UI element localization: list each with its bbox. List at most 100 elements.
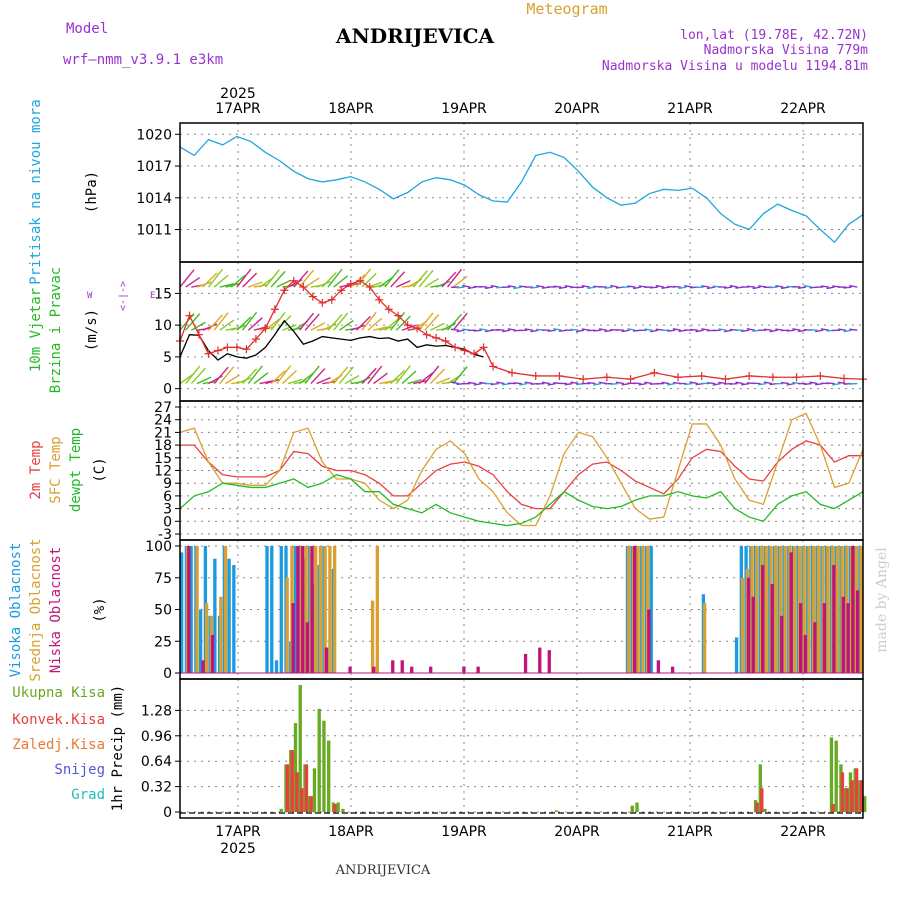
legend-konvek: Konvek.Kisa xyxy=(12,712,105,728)
y-tick-label: 0 xyxy=(163,666,172,682)
wind-arrow xyxy=(564,382,573,386)
bar xyxy=(201,660,205,673)
wind-arrow xyxy=(758,382,767,386)
wind-arrow xyxy=(418,269,434,288)
wind-arrow xyxy=(837,381,847,385)
wind-arrow xyxy=(196,281,212,288)
wind-arrow xyxy=(373,326,388,331)
y-tick-label: 25 xyxy=(154,634,172,650)
wind-arrow xyxy=(450,328,459,331)
wind-title-line2: Brzina i Pravac xyxy=(48,267,64,393)
y-tick-label: 5 xyxy=(163,350,172,366)
bar xyxy=(317,708,321,812)
bar xyxy=(780,615,784,673)
wind-arrow xyxy=(689,328,699,331)
wind-arrow xyxy=(496,328,505,331)
bottom-day-labels: 17APR 18APR 19APR 20APR 21APR 22APR xyxy=(215,824,826,840)
wind-arrow xyxy=(202,272,218,288)
wind-arrow xyxy=(723,329,733,333)
wind-arrow xyxy=(587,286,596,290)
panel-0: 1011 1014 1017 1020 xyxy=(136,122,864,263)
footer-station: ANDRIJEVICA xyxy=(335,863,431,878)
bar xyxy=(840,772,845,812)
wind-arrow xyxy=(247,317,263,331)
wind-arrow xyxy=(367,365,383,385)
bar xyxy=(279,546,283,673)
bar xyxy=(850,780,854,812)
y-tick-label: 27 xyxy=(154,400,172,416)
wind-arrow xyxy=(282,324,297,331)
bar xyxy=(523,653,528,673)
wind-arrow xyxy=(581,285,590,288)
top-day-label: 20APR xyxy=(554,101,600,117)
bar xyxy=(778,546,783,673)
bottom-day-label: 17APR xyxy=(215,824,261,840)
wind-arrow xyxy=(684,284,693,288)
wind-arrow xyxy=(706,286,716,290)
bar xyxy=(831,804,835,812)
gust-point xyxy=(251,335,260,344)
precip-axis-title: 1hr Precip (mm) xyxy=(110,685,126,811)
wind-arrow xyxy=(746,328,755,331)
gust-point xyxy=(479,343,488,352)
compass-east: E xyxy=(150,291,155,301)
bar xyxy=(763,808,767,812)
bar xyxy=(755,802,759,812)
pressure-unit: (hPa) xyxy=(84,171,100,213)
wind-arrow xyxy=(593,329,602,332)
wind-arrow xyxy=(843,329,852,333)
bar xyxy=(635,802,639,812)
bar xyxy=(300,546,305,673)
wind-arrow xyxy=(276,365,292,384)
gust-point xyxy=(674,373,683,382)
bar xyxy=(829,737,834,812)
wind-arrow xyxy=(310,322,326,331)
wind-arrow xyxy=(729,284,738,288)
bar xyxy=(314,546,318,673)
bar xyxy=(304,546,308,673)
gust-point xyxy=(232,343,241,352)
temp-title-sfc: SFC Temp xyxy=(48,436,64,503)
legend-zaledj: Zaledj.Kisa xyxy=(12,737,105,753)
wind-arrow xyxy=(815,329,824,333)
y-tick-label: 50 xyxy=(154,603,172,619)
y-tick-label: 1017 xyxy=(136,159,172,175)
bar xyxy=(647,609,651,673)
bar xyxy=(291,603,295,673)
wind-arrow xyxy=(467,286,477,290)
wind-arrow xyxy=(536,284,545,288)
wind-arrow xyxy=(242,368,258,385)
y-tick-label: 10 xyxy=(154,318,172,334)
wind-arrow xyxy=(456,329,465,333)
wind-arrow xyxy=(356,376,371,385)
wind-arrow xyxy=(276,279,292,288)
y-tick-label: 75 xyxy=(154,571,172,587)
bar xyxy=(332,546,337,673)
gust-point xyxy=(470,349,479,358)
bar xyxy=(826,546,830,673)
gust-point xyxy=(356,276,365,285)
wind-arrow xyxy=(298,312,315,331)
bar xyxy=(755,546,759,673)
bar xyxy=(290,750,294,812)
series-line xyxy=(179,412,864,527)
wind-arrow xyxy=(281,370,297,385)
bar xyxy=(476,666,480,673)
wind-arrow xyxy=(412,270,428,288)
wind-arrow xyxy=(293,270,309,288)
coords: lon,lat (19.78E, 42.72N) xyxy=(680,28,868,43)
wind-arrow xyxy=(429,368,445,385)
cloud-title-low: Niska Oblacnost xyxy=(48,547,64,673)
wind-arrow xyxy=(270,370,286,385)
wind-arrow xyxy=(553,285,562,288)
gust-point xyxy=(327,295,336,304)
wind-arrow xyxy=(196,376,212,385)
wind-arrow xyxy=(752,286,761,290)
wind-arrow xyxy=(316,281,331,288)
y-tick-label: -3 xyxy=(158,527,172,543)
wind-arrow xyxy=(780,381,790,385)
gust-point xyxy=(697,371,706,380)
wind-arrow xyxy=(270,311,286,331)
bar xyxy=(641,546,645,673)
wind-arrow xyxy=(452,366,468,385)
